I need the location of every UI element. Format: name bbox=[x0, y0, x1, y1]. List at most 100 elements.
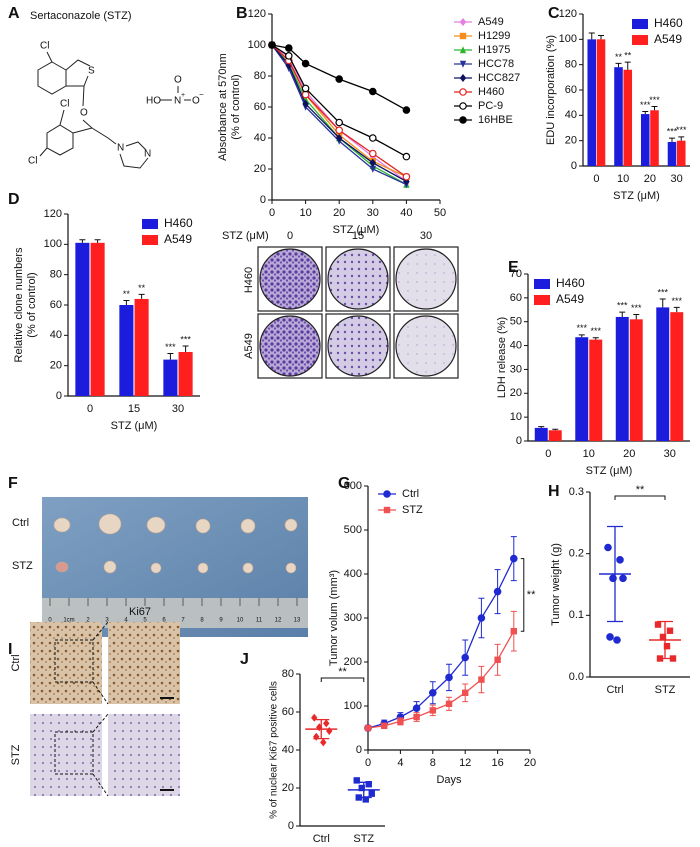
y-tick-label: 120 bbox=[248, 8, 266, 20]
y-tick-label: 40 bbox=[510, 339, 522, 351]
error-bar bbox=[592, 337, 599, 340]
panel-label: G bbox=[338, 475, 350, 492]
x-tick-label: Ctrl bbox=[606, 684, 623, 696]
sd-bar bbox=[607, 525, 623, 623]
significance-label: *** bbox=[590, 326, 601, 336]
error-bar bbox=[182, 345, 189, 353]
error-bar bbox=[673, 306, 680, 313]
error-bar bbox=[167, 353, 174, 360]
marker bbox=[397, 718, 404, 725]
marker bbox=[663, 642, 671, 650]
marker bbox=[301, 90, 310, 99]
error-bar bbox=[123, 299, 130, 305]
bonds bbox=[37, 51, 191, 169]
y-tick-label: 20 bbox=[510, 387, 522, 399]
bar bbox=[119, 305, 134, 396]
marker bbox=[619, 574, 627, 583]
error-bar bbox=[79, 239, 86, 243]
error-bar bbox=[538, 426, 545, 428]
y-axis-label: LDH release (%) bbox=[496, 317, 508, 398]
marker bbox=[335, 118, 344, 127]
y-tick-label: 60 bbox=[282, 706, 294, 718]
atom: N bbox=[117, 143, 124, 154]
bar bbox=[656, 307, 670, 441]
bar bbox=[575, 337, 589, 441]
panel-label: D bbox=[8, 191, 20, 208]
bar bbox=[629, 319, 643, 441]
error-bar bbox=[651, 105, 658, 111]
legend-swatch bbox=[632, 35, 648, 45]
ruler-label: 8 bbox=[200, 618, 204, 624]
y-axis-label: Tumor weight (g) bbox=[550, 543, 562, 626]
x-tick-label: 10 bbox=[299, 207, 311, 219]
x-axis-label: Days bbox=[436, 774, 462, 786]
significance-label: ** bbox=[138, 283, 146, 293]
legend-label: HCC827 bbox=[478, 72, 520, 84]
x-tick-label: 30 bbox=[671, 173, 683, 185]
legend-marker bbox=[459, 116, 467, 124]
group-label: Ctrl bbox=[10, 654, 22, 671]
ruler-label: 0 bbox=[48, 618, 52, 624]
significance-bracket bbox=[520, 558, 525, 632]
marker bbox=[494, 656, 501, 663]
marker bbox=[368, 149, 377, 158]
significance-label: *** bbox=[617, 301, 628, 311]
panel-label: A bbox=[8, 5, 20, 22]
marker bbox=[604, 543, 612, 552]
significance-label: *** bbox=[640, 100, 651, 110]
y-tick-label: 80 bbox=[50, 269, 62, 281]
legend-label: HCC78 bbox=[478, 58, 514, 70]
marker bbox=[368, 87, 377, 96]
x-tick-label: STZ bbox=[353, 833, 374, 845]
y-tick-label: 40 bbox=[50, 329, 62, 341]
x-tick-label: 30 bbox=[664, 448, 676, 460]
x-tick-label: 20 bbox=[623, 448, 635, 460]
marker bbox=[284, 44, 293, 52]
marker bbox=[368, 134, 377, 142]
x-tick-label: 0 bbox=[87, 403, 93, 415]
y-tick-label: 30 bbox=[510, 363, 522, 375]
y-tick-label: 100 bbox=[44, 238, 62, 250]
y-axis-label: (% of control) bbox=[26, 272, 38, 337]
significance-label: *** bbox=[180, 334, 191, 344]
y-tick-label: 0 bbox=[571, 160, 577, 172]
y-tick-label: 600 bbox=[344, 480, 362, 492]
y-tick-label: 20 bbox=[282, 782, 294, 794]
stain-label: Ki67 bbox=[129, 606, 151, 618]
error-bar bbox=[552, 428, 559, 431]
panel-label: F bbox=[8, 475, 18, 492]
x-tick-label: 16 bbox=[491, 757, 503, 769]
panel-label: E bbox=[508, 259, 519, 276]
marker bbox=[412, 704, 421, 713]
legend-marker bbox=[383, 490, 391, 498]
marker bbox=[402, 152, 411, 161]
error-bar bbox=[588, 32, 595, 40]
plate bbox=[259, 315, 321, 377]
bar bbox=[75, 242, 90, 396]
marker bbox=[369, 165, 376, 173]
legend-marker bbox=[459, 102, 467, 110]
bar bbox=[667, 141, 677, 166]
marker bbox=[311, 713, 318, 722]
y-tick-label: 60 bbox=[510, 292, 522, 304]
plate bbox=[327, 248, 389, 310]
compound-name: Sertaconazole (STZ) bbox=[30, 10, 131, 22]
y-tick-label: 100 bbox=[248, 39, 266, 51]
marker bbox=[616, 556, 624, 564]
ruler-label: 10 bbox=[237, 618, 244, 624]
significance-label: *** bbox=[657, 287, 668, 297]
x-tick-label: 15 bbox=[128, 403, 140, 415]
legend-marker bbox=[459, 88, 467, 96]
significance-label: ** bbox=[624, 51, 632, 61]
ruler-label: 4 bbox=[124, 618, 128, 624]
y-tick-label: 0 bbox=[516, 435, 522, 447]
legend-label: A549 bbox=[556, 292, 584, 306]
plate bbox=[327, 315, 389, 377]
atom: O bbox=[192, 96, 200, 107]
error-bar bbox=[624, 61, 631, 70]
marker bbox=[326, 727, 333, 735]
legend-label: STZ bbox=[402, 504, 423, 516]
x-tick-label: 0 bbox=[593, 173, 599, 185]
x-tick-label: 20 bbox=[524, 757, 536, 769]
sd-bar bbox=[313, 718, 330, 740]
